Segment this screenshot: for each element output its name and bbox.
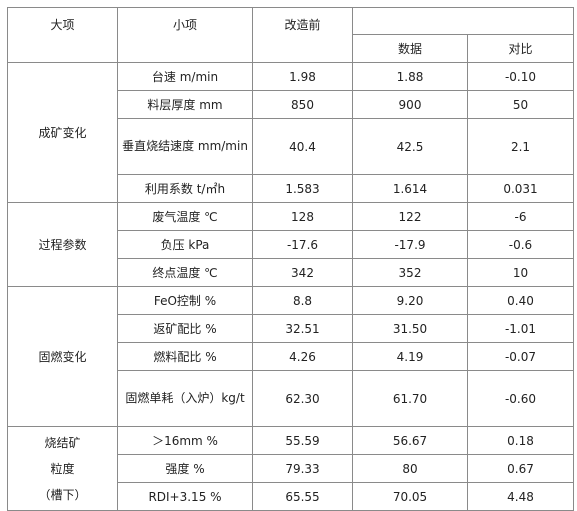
before-value: 79.33 [252, 454, 353, 483]
table-row: 利用系数 t/㎡h 1.583 1.614 0.031 [8, 174, 574, 203]
item-cell: 终点温度 ℃ [117, 258, 253, 287]
item-cell: 固燃单耗（入炉）kg/t [117, 370, 253, 427]
before-value: 1.583 [252, 174, 353, 203]
table-row: 固燃单耗（入炉）kg/t 62.30 61.70 -0.60 [8, 370, 574, 427]
after-value: 900 [352, 90, 468, 119]
category-cell: 固燃变化 [7, 286, 118, 427]
header-category: 大项 [7, 7, 118, 63]
table-row: 终点温度 ℃ 342 352 10 [8, 258, 574, 287]
after-value: 9.20 [352, 286, 468, 315]
category-label: 粒度 [50, 461, 75, 476]
item-cell: 废气温度 ℃ [117, 202, 253, 231]
diff-value: -0.10 [467, 62, 574, 91]
after-value: 352 [352, 258, 468, 287]
item-cell: 料层厚度 mm [117, 90, 253, 119]
diff-value: 2.1 [467, 118, 574, 175]
before-value: 40.4 [252, 118, 353, 175]
item-cell: 垂直烧结速度 mm/min [117, 118, 253, 175]
after-value: 122 [352, 202, 468, 231]
header-row: 大项 小项 改造前 [7, 7, 574, 63]
diff-value: -0.6 [467, 230, 574, 259]
diff-value: 4.48 [467, 482, 574, 511]
header-subrow: 数据 对比 [8, 34, 574, 63]
item-cell: FeO控制 % [117, 286, 253, 315]
before-value: 128 [252, 202, 353, 231]
comparison-table: 大项 小项 改造前 数据 对比 成矿变化 台速 m/min 1.98 1.88 -0.1… [7, 7, 574, 511]
after-value: 1.614 [352, 174, 468, 203]
before-value: 55.59 [252, 426, 353, 455]
table-row: 烧结矿粒度 （槽下） ＞16mm % 55.59 56.67 0.18 [7, 426, 574, 511]
before-value: 1.98 [252, 62, 353, 91]
item-cell: RDI+3.15 % [117, 482, 253, 511]
diff-value: 0.67 [467, 454, 574, 483]
header-diff: 对比 [467, 34, 574, 63]
table-row: 过程参数 废气温度 ℃ 128 122 -6 [7, 202, 574, 287]
before-value: 8.8 [252, 286, 353, 315]
item-cell: 负压 kPa [117, 230, 253, 259]
diff-value: -1.01 [467, 314, 574, 343]
before-value: 62.30 [252, 370, 353, 427]
diff-value: -0.07 [467, 342, 574, 371]
after-value: 70.05 [352, 482, 468, 511]
after-value: -17.9 [352, 230, 468, 259]
table-row: 料层厚度 mm 850 900 50 [8, 90, 574, 119]
before-value: 4.26 [252, 342, 353, 371]
item-cell: 利用系数 t/㎡h [117, 174, 253, 203]
category-label: （槽下） [38, 487, 87, 502]
after-value: 42.5 [352, 118, 468, 175]
header-after: 数据 [352, 34, 468, 63]
item-cell: 台速 m/min [117, 62, 253, 91]
category-cell: 烧结矿粒度 （槽下） [7, 426, 118, 511]
table-row: 负压 kPa -17.6 -17.9 -0.6 [8, 230, 574, 259]
category-label: 烧结矿 [44, 435, 81, 450]
header-item: 小项 [117, 7, 253, 63]
category-cell: 过程参数 [7, 202, 118, 287]
diff-value: 0.031 [467, 174, 574, 203]
category-label: 成矿变化 [38, 125, 87, 140]
before-value: -17.6 [252, 230, 353, 259]
diff-value: 0.40 [467, 286, 574, 315]
diff-value: -0.60 [467, 370, 574, 427]
table-row: 燃料配比 % 4.26 4.19 -0.07 [8, 342, 574, 371]
before-value: 65.55 [252, 482, 353, 511]
header-after-group [352, 7, 574, 35]
diff-value: -6 [467, 202, 574, 231]
after-value: 4.19 [352, 342, 468, 371]
header-before: 改造前 [252, 7, 353, 63]
table-row: 固燃变化 FeO控制 % 8.8 9.20 0.40 [7, 286, 574, 427]
after-value: 31.50 [352, 314, 468, 343]
table-row: RDI+3.15 % 65.55 70.05 4.48 [8, 482, 574, 511]
item-cell: ＞16mm % [117, 426, 253, 455]
category-label: 过程参数 [38, 237, 87, 252]
diff-value: 0.18 [467, 426, 574, 455]
table-row: 垂直烧结速度 mm/min 40.4 42.5 2.1 [8, 118, 574, 175]
diff-value: 50 [467, 90, 574, 119]
table-row: 返矿配比 % 32.51 31.50 -1.01 [8, 314, 574, 343]
diff-value: 10 [467, 258, 574, 287]
table-row: 成矿变化 台速 m/min 1.98 1.88 -0.10 [7, 62, 574, 203]
before-value: 850 [252, 90, 353, 119]
table-body: 大项 小项 改造前 数据 对比 成矿变化 台速 m/min 1.98 1.88 -0.1… [7, 7, 574, 511]
item-cell: 燃料配比 % [117, 342, 253, 371]
item-cell: 返矿配比 % [117, 314, 253, 343]
category-label: 固燃变化 [38, 349, 87, 364]
item-cell: 强度 % [117, 454, 253, 483]
after-value: 80 [352, 454, 468, 483]
after-value: 56.67 [352, 426, 468, 455]
after-value: 1.88 [352, 62, 468, 91]
before-value: 342 [252, 258, 353, 287]
after-value: 61.70 [352, 370, 468, 427]
category-cell: 成矿变化 [7, 62, 118, 203]
before-value: 32.51 [252, 314, 353, 343]
